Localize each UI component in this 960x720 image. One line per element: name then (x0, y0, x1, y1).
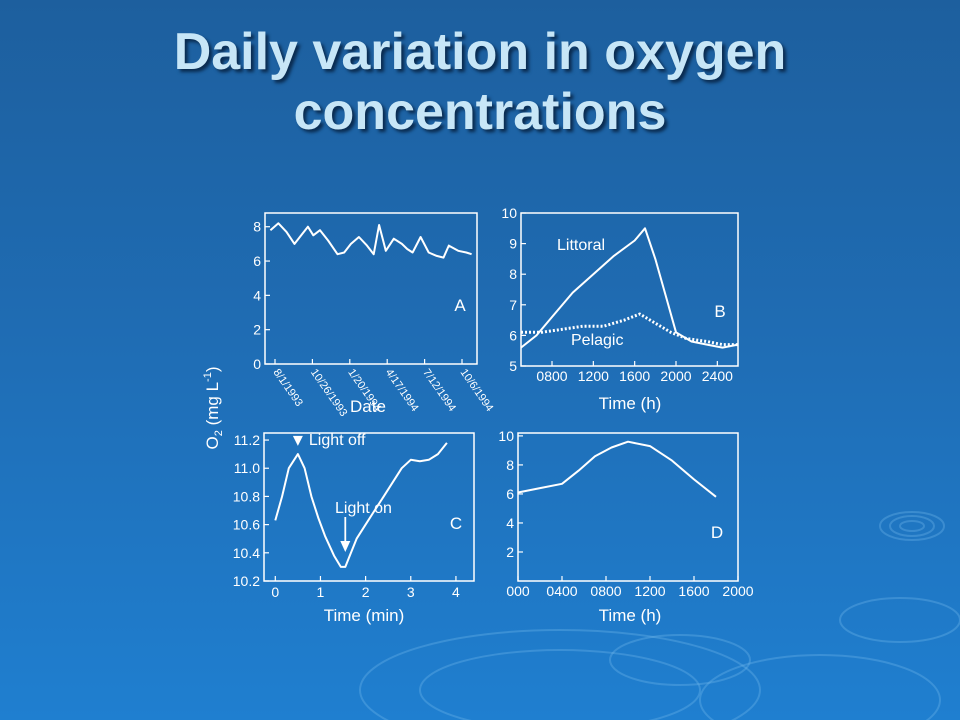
panel-b-x-tick-label: 1600 (619, 368, 650, 384)
panel-d-x-tick-label: 0400 (546, 583, 577, 599)
panel-d-x-tick-label: 0800 (590, 583, 621, 599)
panel-c-series-line-0 (274, 442, 448, 568)
panel-c-x-tick-label: 3 (407, 584, 415, 600)
panel-b: 5 6 7 8 9 10 0800 1200 1600 2000 2400 Time (h) B Litt… (501, 205, 739, 413)
panel-a-x-tick-label: 4/17/1994 (383, 367, 421, 414)
panel-b-y-tick-label: 6 (509, 327, 517, 343)
panel-c-y-tick-label: 10.8 (233, 488, 260, 504)
panel-b-y-tick-label: 8 (509, 266, 517, 282)
panel-c-x-axis-label: Time (min) (324, 606, 405, 625)
panel-b-x-tick-label: 2400 (702, 368, 733, 384)
y-label-sub: 2 (213, 430, 225, 436)
panel-b-series-line-littoral (520, 227, 739, 349)
panel-c-y-tick-label: 10.6 (233, 517, 260, 533)
panel-a-series-line-0 (269, 222, 472, 259)
y-label-main: O (203, 436, 222, 449)
panel-c-x-tick-label: 2 (362, 584, 370, 600)
panel-a-y-tick-label: 6 (253, 253, 261, 269)
panel-b-y-tick-label: 7 (509, 297, 517, 313)
series-label-pelagic: Pelagic (571, 332, 623, 349)
panel-c-panel-letter: C (450, 514, 462, 533)
panel-c-y-tick-label: 11.2 (234, 432, 260, 448)
panel-b-panel-letter: B (714, 302, 725, 321)
panel-d-x-tick-label: 1200 (634, 583, 665, 599)
panel-b-series-line-pelagic (521, 312, 738, 347)
panel-d-x-tick-label: 2000 (722, 583, 753, 599)
panel-a-y-tick-label: 8 (253, 219, 261, 235)
y-label-unit: (mg L (203, 382, 222, 430)
panel-b-y-tick-label: 10 (501, 205, 517, 221)
panel-d-y-tick-label: 8 (506, 457, 514, 473)
annotation-light-on-arrow (340, 541, 351, 552)
y-label-sup: -1 (202, 372, 214, 382)
water-ripple-decoration (359, 511, 960, 720)
panel-a-y-tick-label: 2 (253, 322, 261, 338)
panel-d-frame (517, 432, 739, 582)
panel-c-y-tick-label: 11.0 (234, 460, 260, 476)
panel-a-x-tick-label: 8/1/1993 (271, 367, 305, 409)
panel-d-panel-letter: D (711, 523, 723, 542)
panel-b-y-tick-label: 5 (509, 358, 517, 374)
panel-d-x-axis-label: Time (h) (599, 606, 662, 625)
annotation-light-off-arrow (292, 435, 303, 446)
panel-a-x-tick-label: 10/26/1993 (308, 367, 349, 419)
annotation-light-off-label: Light off (309, 432, 366, 449)
y-label-close: ) (203, 367, 222, 373)
panel-a-frame (264, 212, 478, 365)
slide-title-line-2: concentrations (293, 83, 667, 141)
panel-d-x-tick-label: 000 (506, 583, 530, 599)
panel-b-x-tick-label: 2000 (660, 368, 691, 384)
panel-c-frame (263, 432, 475, 582)
panel-a-x-tick-label: 10/6/1994 (458, 367, 496, 414)
panel-c-y-tick-label: 10.2 (233, 573, 260, 589)
panel-d-x-tick-label: 1600 (678, 583, 709, 599)
annotation-light-on-label: Light on (335, 500, 392, 517)
panel-b-frame (520, 212, 739, 367)
panel-c: 10.2 10.4 10.6 10.8 11.0 11.2 0 1 2 3 4 Time (min) C… (233, 432, 475, 625)
panel-b-y-tick-label: 9 (509, 236, 517, 252)
panel-c-y-tick-label: 10.4 (233, 545, 260, 561)
panel-a-x-tick-label: 7/12/1994 (420, 367, 458, 414)
shared-y-axis-label: O2 (mg L-1) (202, 367, 225, 450)
panel-b-x-tick-label: 0800 (536, 368, 567, 384)
panel-c-x-tick-label: 1 (317, 584, 325, 600)
panel-a-y-tick-label: 4 (253, 287, 261, 303)
panel-d: 2 4 6 8 10 000 0400 0800 1200 1600 2000 Time (h) D (498, 428, 753, 625)
panel-c-x-tick-label: 4 (452, 584, 460, 600)
panel-d-y-tick-label: 6 (506, 486, 514, 502)
panel-d-y-tick-label: 10 (498, 428, 514, 444)
panel-b-x-tick-label: 1200 (578, 368, 609, 384)
panel-a-x-axis-label: Date (350, 397, 386, 416)
slide-title: Daily variation in oxygen concentrations (0, 22, 960, 142)
panel-d-y-tick-label: 4 (506, 515, 514, 531)
panel-a-y-tick-label: 0 (253, 356, 261, 372)
slide-title-line-1: Daily variation in oxygen (173, 23, 787, 81)
panel-c-x-tick-label: 0 (271, 584, 279, 600)
panel-d-y-tick-label: 2 (506, 544, 514, 560)
panel-d-series-line-0 (517, 440, 717, 498)
panel-b-x-axis-label: Time (h) (599, 394, 662, 413)
panel-a-panel-letter: A (454, 296, 466, 315)
series-label-littoral: Littoral (557, 237, 605, 254)
